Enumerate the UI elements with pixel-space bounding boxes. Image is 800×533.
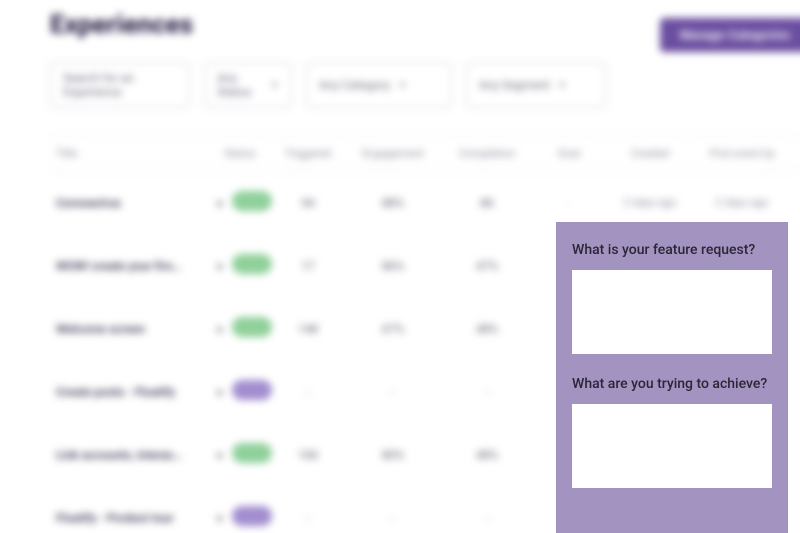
widget-question-2: What are you trying to achieve? — [572, 376, 772, 392]
col-completion: Completion — [440, 147, 534, 160]
row-completion: 48% — [440, 322, 534, 336]
feature-request-input[interactable] — [572, 270, 772, 354]
row-status — [226, 317, 270, 340]
row-status — [226, 506, 270, 529]
status-pill — [232, 254, 272, 274]
col-title: Title — [50, 147, 210, 160]
chevron-down-icon: ▼ — [558, 80, 567, 91]
achieve-input[interactable] — [572, 404, 772, 488]
row-status — [226, 254, 270, 277]
row-title: Create posts - Floatify — [50, 385, 210, 399]
row-last-event: 2 days ago — [696, 196, 788, 209]
col-created: Created — [604, 147, 696, 160]
chevron-down-icon: ▼ — [270, 80, 279, 91]
row-status — [226, 191, 270, 214]
row-completion: 86 — [440, 196, 534, 210]
col-status: Status — [210, 147, 270, 160]
col-last-event: First event by — [696, 147, 788, 160]
status-filter[interactable]: Any Status ▼ — [204, 62, 292, 108]
row-completion: - — [440, 511, 534, 525]
row-title: Coronavirus — [50, 196, 210, 210]
segment-filter-label: Any Segment — [479, 78, 550, 92]
status-dot-icon: ● — [210, 322, 226, 336]
row-engagement: 86% — [346, 259, 440, 273]
col-triggered: Triggered — [270, 147, 346, 160]
widget-question-1: What is your feature request? — [572, 242, 772, 258]
row-title: Welcome screen — [50, 322, 210, 336]
row-engagement: - — [346, 511, 440, 525]
status-dot-icon: ● — [210, 511, 226, 525]
row-triggered: - — [270, 385, 346, 399]
row-engagement: 67% — [346, 322, 440, 336]
status-pill — [232, 506, 272, 526]
feature-request-widget: What is your feature request? What are y… — [556, 222, 788, 533]
row-triggered: 17 — [270, 259, 346, 273]
row-triggered: - — [270, 511, 346, 525]
row-status — [226, 443, 270, 466]
row-completion: - — [440, 385, 534, 399]
row-created: 2 days ago — [604, 196, 696, 209]
search-placeholder: Search for an Experience — [63, 71, 177, 99]
status-pill — [232, 380, 272, 400]
category-filter-label: Any Category — [319, 78, 390, 92]
manage-categories-button[interactable]: Manage Categories — [660, 18, 800, 52]
status-dot-icon: ● — [210, 448, 226, 462]
row-engagement: - — [346, 385, 440, 399]
search-input[interactable]: Search for an Experience — [50, 62, 190, 108]
row-triggered: 94 — [270, 196, 346, 210]
row-title: Link accounts, interac… — [50, 448, 210, 462]
col-goal: Goal — [534, 147, 604, 160]
row-goal: - — [534, 196, 604, 210]
chevron-down-icon: ▼ — [398, 80, 407, 91]
row-completion: 47% — [440, 259, 534, 273]
status-pill — [232, 191, 272, 211]
col-engagement: Engagement — [346, 147, 440, 160]
row-engagement: 88% — [346, 196, 440, 210]
row-engagement: 80% — [346, 448, 440, 462]
row-title: Floatify - Product tour — [50, 511, 210, 525]
category-filter[interactable]: Any Category ▼ — [306, 62, 452, 108]
status-pill — [232, 317, 272, 337]
filters-bar: Search for an Experience Any Status ▼ An… — [50, 62, 800, 108]
status-dot-icon: ● — [210, 385, 226, 399]
status-dot-icon: ● — [210, 196, 226, 210]
row-completion: 48% — [440, 448, 534, 462]
row-triggered: 160 — [270, 448, 346, 462]
status-filter-label: Any Status — [217, 71, 262, 99]
status-pill — [232, 443, 272, 463]
row-triggered: 148 — [270, 322, 346, 336]
table-header: Title Status Triggered Engagement Comple… — [50, 136, 800, 171]
status-dot-icon: ● — [210, 259, 226, 273]
segment-filter[interactable]: Any Segment ▼ — [466, 62, 606, 108]
row-title: WOW! create your firs… — [50, 259, 210, 273]
row-status — [226, 380, 270, 403]
